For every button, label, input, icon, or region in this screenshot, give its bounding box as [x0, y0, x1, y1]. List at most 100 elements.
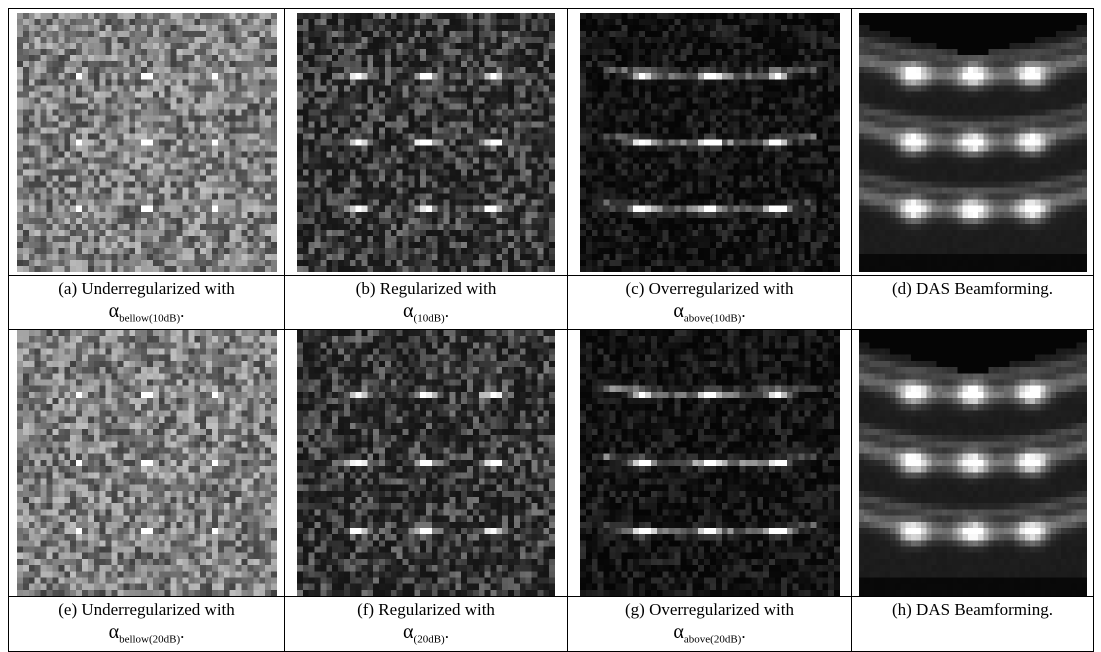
pixel — [792, 169, 798, 175]
pixel — [739, 91, 745, 97]
pixel — [93, 157, 99, 163]
pixel — [662, 151, 668, 157]
pixel — [367, 259, 373, 265]
pixel — [111, 43, 117, 49]
pixel — [780, 67, 786, 73]
pixel — [373, 217, 379, 223]
pixel — [656, 121, 662, 127]
pixel — [473, 103, 479, 109]
pixel — [170, 25, 176, 31]
pixel — [520, 61, 526, 67]
pixel — [834, 145, 840, 151]
pixel — [822, 79, 828, 85]
pixel — [391, 181, 397, 187]
pixel — [141, 247, 147, 253]
pixel — [485, 115, 491, 121]
pixel — [615, 139, 621, 145]
pixel — [265, 181, 271, 187]
pixel — [117, 259, 123, 265]
pixel — [338, 163, 344, 169]
pixel — [344, 265, 350, 271]
pixel — [350, 217, 356, 223]
pixel — [105, 247, 111, 253]
pixel — [733, 49, 739, 55]
pixel — [786, 73, 792, 79]
pixel — [609, 145, 615, 151]
pixel — [461, 181, 467, 187]
pixel — [217, 217, 223, 223]
pixel — [217, 265, 223, 271]
pixel — [217, 253, 223, 259]
pixel — [479, 103, 485, 109]
pixel — [135, 91, 141, 97]
pixel — [22, 193, 28, 199]
pixel — [408, 169, 414, 175]
pixel — [449, 139, 455, 145]
pixel — [373, 13, 379, 19]
pixel — [315, 265, 321, 271]
pixel — [259, 31, 265, 37]
pixel — [373, 145, 379, 151]
pixel — [212, 199, 218, 205]
pixel — [52, 127, 58, 133]
pixel — [479, 223, 485, 229]
pixel — [326, 181, 332, 187]
pixel — [332, 127, 338, 133]
pixel — [698, 25, 704, 31]
pixel — [297, 79, 303, 85]
pixel — [420, 247, 426, 253]
pixel — [141, 133, 147, 139]
pixel — [432, 133, 438, 139]
pixel — [356, 55, 362, 61]
pixel — [834, 103, 840, 109]
pixel — [188, 121, 194, 127]
pixel — [751, 67, 757, 73]
pixel — [356, 97, 362, 103]
pixel — [76, 265, 82, 271]
pixel — [543, 163, 549, 169]
pixel — [514, 205, 520, 211]
pixel — [543, 235, 549, 241]
pixel — [627, 103, 633, 109]
pixel — [297, 19, 303, 25]
pixel — [58, 103, 64, 109]
pixel — [46, 55, 52, 61]
pixel — [455, 241, 461, 247]
pixel — [297, 259, 303, 265]
pixel — [212, 97, 218, 103]
pixel — [147, 211, 153, 217]
pixel — [217, 163, 223, 169]
pixel — [309, 91, 315, 97]
pixel — [344, 241, 350, 247]
pixel — [426, 157, 432, 163]
pixel — [52, 223, 58, 229]
pixel — [508, 103, 514, 109]
pixel — [597, 37, 603, 43]
pixel — [727, 85, 733, 91]
pixel — [212, 115, 218, 121]
pixel — [491, 43, 497, 49]
pixel — [87, 13, 93, 19]
pixel — [816, 43, 822, 49]
pixel — [496, 217, 502, 223]
pixel — [508, 151, 514, 157]
pixel — [745, 103, 751, 109]
pixel — [82, 211, 88, 217]
pixel — [93, 193, 99, 199]
pixel — [315, 97, 321, 103]
pixel — [52, 37, 58, 43]
pixel — [58, 85, 64, 91]
pixel — [105, 43, 111, 49]
pixel — [194, 55, 200, 61]
pixel — [70, 205, 76, 211]
pixel — [508, 109, 514, 115]
pixel — [508, 223, 514, 229]
pixel — [543, 67, 549, 73]
pixel — [265, 121, 271, 127]
pixel — [76, 109, 82, 115]
pixel — [526, 259, 532, 265]
pixel — [200, 19, 206, 25]
pixel — [259, 157, 265, 163]
pixel — [532, 37, 538, 43]
pixel — [373, 163, 379, 169]
